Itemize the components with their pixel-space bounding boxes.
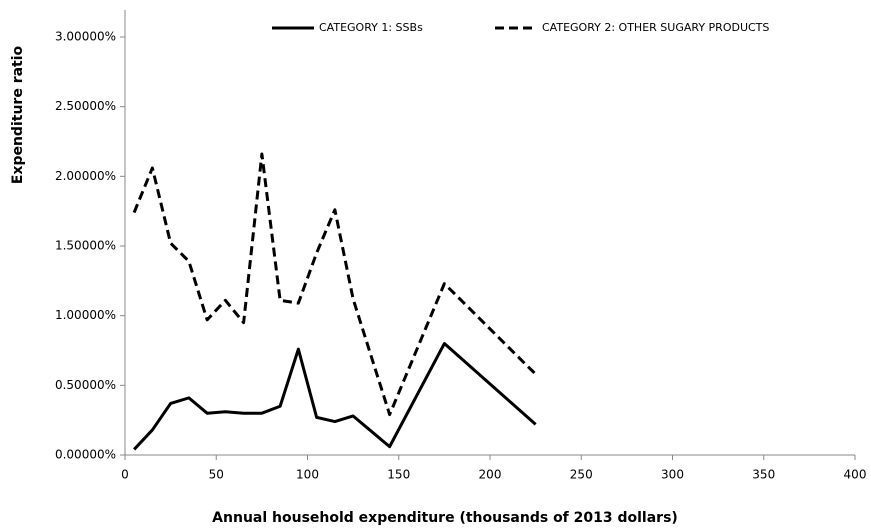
- y-axis-title: Expenditure ratio: [10, 45, 26, 184]
- y-tick-label: 0.00000%: [55, 448, 116, 462]
- x-tick-label: 50: [209, 468, 224, 482]
- y-tick-label: 2.50000%: [55, 99, 116, 113]
- x-axis-title: Annual household expenditure (thousands …: [212, 510, 678, 526]
- x-tick-label: 250: [570, 468, 593, 482]
- y-tick-label: 3.00000%: [55, 30, 116, 44]
- y-tick-label: 0.50000%: [55, 378, 116, 392]
- y-tick-label: 2.00000%: [55, 169, 116, 183]
- legend-label: CATEGORY 2: OTHER SUGARY PRODUCTS: [542, 21, 769, 34]
- x-tick-label: 350: [752, 468, 775, 482]
- x-tick-label: 100: [296, 468, 319, 482]
- line-series: [133, 342, 537, 451]
- legend-label: CATEGORY 1: SSBs: [319, 21, 423, 34]
- y-tick-label: 1.00000%: [55, 308, 116, 322]
- y-tick-label: 1.50000%: [55, 239, 116, 253]
- x-tick-label: 400: [844, 468, 867, 482]
- line-series: [132, 152, 537, 417]
- x-tick-label: 150: [387, 468, 410, 482]
- x-tick-label: 0: [121, 468, 129, 482]
- x-tick-label: 300: [661, 468, 684, 482]
- x-tick-label: 200: [479, 468, 502, 482]
